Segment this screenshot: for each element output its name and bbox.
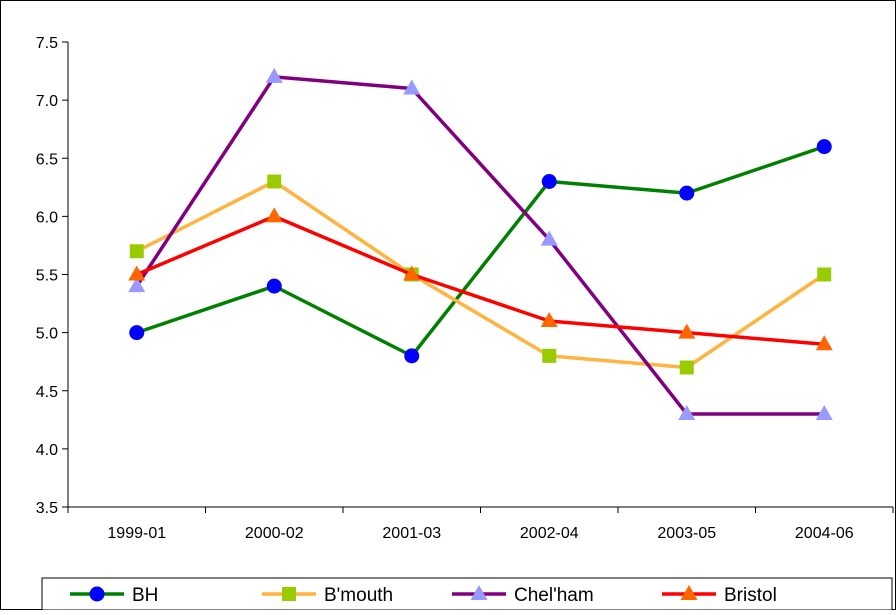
series-b-mouth (129, 174, 832, 375)
data-point-chel-ham (678, 405, 696, 420)
x-tick-label: 2003-05 (657, 525, 716, 542)
legend-label-b-mouth: B'mouth (324, 585, 393, 606)
data-point-bh (266, 278, 282, 294)
data-point-b-mouth (129, 244, 144, 259)
data-point-bristol (265, 207, 283, 223)
y-tick-label: 4.0 (36, 442, 58, 459)
series-bristol (128, 207, 833, 351)
data-point-bh (404, 348, 420, 364)
series-line-chel-ham (135, 75, 825, 416)
data-point-chel-ham (815, 405, 833, 420)
data-point-bh (816, 139, 832, 155)
data-point-chel-ham (403, 79, 421, 95)
legend-marker-b-mouth (282, 587, 296, 601)
data-point-bristol (128, 265, 146, 281)
y-tick-label: 4.5 (36, 384, 58, 401)
y-tick-label: 7.0 (36, 93, 58, 110)
series-line-bristol (136, 214, 825, 346)
x-tick-label: 2004-06 (795, 525, 854, 542)
y-tick-label: 5.5 (36, 268, 58, 285)
y-tick-label: 3.5 (36, 500, 58, 517)
y-tick-label: 6.5 (36, 151, 58, 168)
legend-marker-bh (89, 586, 105, 602)
axes: 3.5 4.0 4.5 5.0 5.5 6.0 6.5 7.0 7.5 1999-01 2000-0… (36, 35, 894, 542)
series-line-b-mouth (135, 179, 826, 370)
data-point-bh (541, 174, 557, 189)
data-point-chel-ham (540, 230, 558, 246)
data-point-b-mouth (679, 360, 694, 375)
x-tick-label: 1999-01 (107, 525, 166, 542)
data-point-b-mouth (267, 174, 282, 189)
data-point-b-mouth (817, 267, 832, 282)
data-point-bristol (678, 323, 696, 339)
data-point-bristol (403, 265, 421, 281)
legend-label-bristol: Bristol (724, 585, 777, 606)
x-tick-label: 2002-04 (520, 525, 579, 542)
data-point-bristol (540, 312, 558, 327)
data-point-b-mouth (542, 348, 557, 363)
data-point-chel-ham (128, 277, 146, 293)
y-tick-label: 5.0 (36, 326, 58, 343)
y-tick-label: 7.5 (36, 35, 58, 52)
x-tick-label: 2001-03 (382, 525, 441, 542)
series-lines (128, 67, 833, 420)
series-line-bh (136, 144, 825, 358)
y-tick-label: 6.0 (36, 209, 58, 226)
legend-marker-bristol (680, 585, 698, 600)
legend-label-chel-ham: Chel'ham (514, 585, 594, 606)
x-tick-label: 2000-02 (245, 525, 304, 542)
legend: BH B'mouth Chel'ham Bristol (41, 577, 893, 611)
data-point-bh (129, 325, 145, 341)
legend-marker-chel-ham (470, 585, 488, 600)
data-point-chel-ham (265, 67, 283, 83)
legend-label-bh: BH (132, 585, 158, 606)
series-bh (129, 139, 832, 364)
series-chel-ham (128, 67, 833, 420)
data-point-bh (679, 185, 695, 201)
data-point-bristol (815, 335, 833, 351)
